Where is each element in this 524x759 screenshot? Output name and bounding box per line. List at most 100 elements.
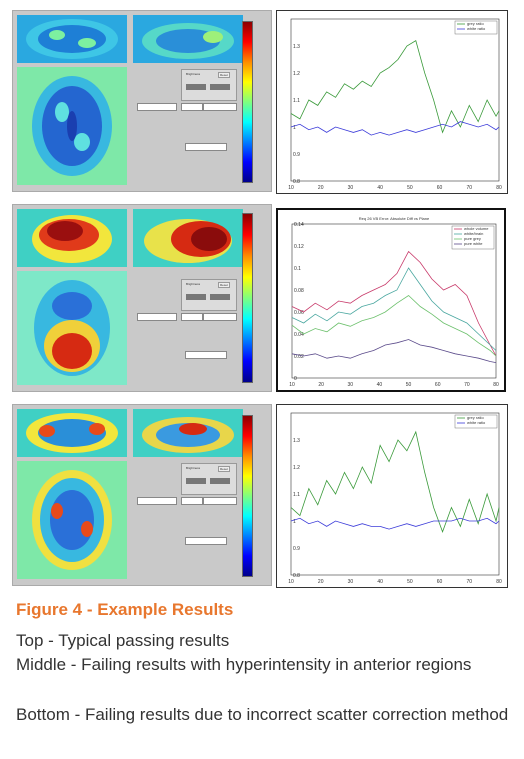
brain-slice-axial-middle: [17, 209, 127, 267]
series-line-1: [290, 430, 500, 533]
y-tick-label: 0.9: [293, 152, 300, 158]
y-tick-label: 1: [293, 519, 296, 525]
value-field-1[interactable]: [185, 351, 227, 359]
caption-bottom: Bottom - Failing results due to incorrec…: [16, 705, 509, 724]
brain-slice-sagittal-middle: [133, 209, 243, 267]
plot-area: [290, 412, 500, 576]
value-field-1[interactable]: [185, 537, 227, 545]
y-tick-label: 0: [294, 376, 297, 382]
x-tick-label: 20: [318, 185, 324, 191]
figure-title: Figure 4 - Example Results: [16, 600, 234, 619]
colorbar-top: [242, 21, 253, 183]
x-tick-label: 40: [377, 579, 383, 585]
brightness-panel-bottom[interactable]: Brightness Reset: [181, 463, 237, 495]
legend-entry: white ratio: [467, 26, 486, 31]
series-line-1: [291, 250, 497, 357]
legend-entry: white ratio: [467, 420, 486, 425]
brightness-panel-middle[interactable]: Brightness Reset: [181, 279, 237, 311]
caption-top: Top - Typical passing results: [16, 631, 230, 650]
dropdown-field-2[interactable]: [181, 497, 203, 505]
brightness-slider-left[interactable]: [186, 84, 206, 90]
dropdown-field-1[interactable]: [137, 497, 177, 505]
y-tick-label: 1.2: [293, 465, 300, 471]
brain-slice-axial-bottom: [17, 409, 127, 457]
y-tick-label: 0.8: [293, 573, 300, 579]
dropdown-field-3[interactable]: [203, 313, 237, 321]
x-tick-label: 10: [288, 579, 294, 585]
colorbar-bottom: [242, 415, 253, 577]
y-tick-label: 1.1: [293, 492, 300, 498]
y-tick-label: 0.8: [293, 179, 300, 185]
brightness-slider-right[interactable]: [210, 84, 230, 90]
brain-slice-coronal-bottom: [17, 461, 127, 579]
y-tick-label: 0.1: [294, 266, 301, 272]
brain-slice-axial-top: [17, 15, 127, 63]
y-tick-label: 0.12: [294, 244, 304, 250]
x-tick-label: 80: [496, 185, 502, 191]
result-row-top: Brightness Reset 10 20 30 40 50 60 70 80 0.8 0.9 1…: [0, 10, 524, 194]
x-tick-label: 60: [435, 382, 441, 388]
dropdown-field-1[interactable]: [137, 103, 177, 111]
legend-entry: white/brain: [464, 231, 483, 236]
dropdown-field-2[interactable]: [181, 313, 203, 321]
legend-entry: grey ratio: [467, 415, 484, 420]
reset-button[interactable]: Reset: [218, 282, 230, 288]
brightness-label: Brightness: [186, 282, 201, 286]
brightness-label: Brightness: [186, 72, 201, 76]
caption-middle: Middle - Failing results with hyperinten…: [16, 655, 472, 674]
x-tick-label: 70: [467, 579, 473, 585]
value-field-1[interactable]: [185, 143, 227, 151]
x-tick-label: 60: [437, 185, 443, 191]
x-tick-label: 30: [348, 185, 354, 191]
x-tick-label: 10: [289, 382, 295, 388]
legend-entry: pure white: [464, 241, 483, 246]
y-tick-label: 0.9: [293, 546, 300, 552]
chart-legend: [454, 414, 498, 429]
series-line-4: [291, 339, 497, 363]
dropdown-field-1[interactable]: [137, 313, 177, 321]
brain-slice-coronal-middle: [17, 271, 127, 385]
y-tick-label: 1.1: [293, 98, 300, 104]
reset-button[interactable]: Reset: [218, 466, 230, 472]
x-tick-label: 70: [464, 382, 470, 388]
x-tick-label: 60: [437, 579, 443, 585]
brightness-slider-right[interactable]: [210, 294, 230, 300]
viewer-gui-middle: Brightness Reset: [12, 204, 272, 392]
chart-legend: [451, 225, 495, 250]
x-tick-label: 20: [318, 382, 324, 388]
brain-slice-sagittal-bottom: [133, 409, 243, 457]
y-tick-label: 0.02: [294, 354, 304, 360]
y-tick-label: 0.06: [294, 310, 304, 316]
y-tick-label: 1.3: [293, 44, 300, 50]
colorbar-middle: [242, 213, 253, 383]
plot-area: [291, 223, 497, 379]
brain-slice-sagittal-top: [133, 15, 243, 63]
brightness-slider-right[interactable]: [210, 478, 230, 484]
series-line-3: [291, 294, 497, 357]
brightness-slider-left[interactable]: [186, 294, 206, 300]
dropdown-field-3[interactable]: [203, 497, 237, 505]
chart-frame-top: 10 20 30 40 50 60 70 80 0.8 0.9 1 1.1 1.2 1.3 grey rat…: [276, 10, 508, 194]
x-tick-label: 50: [407, 579, 413, 585]
brightness-slider-left[interactable]: [186, 478, 206, 484]
dropdown-field-3[interactable]: [203, 103, 237, 111]
plot-area: [290, 18, 500, 182]
legend-entry: pure grey: [464, 236, 481, 241]
y-tick-label: 1: [293, 125, 296, 131]
viewer-gui-bottom: Brightness Reset: [12, 404, 272, 586]
y-tick-label: 0.08: [294, 288, 304, 294]
result-row-middle: Brightness Reset Req 26 VB Error: Absolu…: [0, 204, 524, 392]
x-tick-label: 30: [348, 382, 354, 388]
chart-frame-bottom: 10 20 30 40 50 60 70 80 0.8 0.9 1 1.1 1.2 1.3 grey rat…: [276, 404, 508, 588]
chart-frame-middle: Req 26 VB Error: Absolute Diff vs Plane 1…: [276, 208, 506, 392]
brightness-panel-top[interactable]: Brightness Reset: [181, 69, 237, 101]
x-tick-label: 70: [467, 185, 473, 191]
legend-entry: grey ratio: [467, 21, 484, 26]
y-tick-label: 1.3: [293, 438, 300, 444]
dropdown-field-2[interactable]: [181, 103, 203, 111]
y-tick-label: 1.2: [293, 71, 300, 77]
series-line-1: [290, 39, 500, 134]
chart-legend: [454, 20, 498, 35]
reset-button[interactable]: Reset: [218, 72, 230, 78]
result-row-bottom: Brightness Reset 10 20 30 40 50 60 70 80 0.8 0.9 1…: [0, 404, 524, 588]
